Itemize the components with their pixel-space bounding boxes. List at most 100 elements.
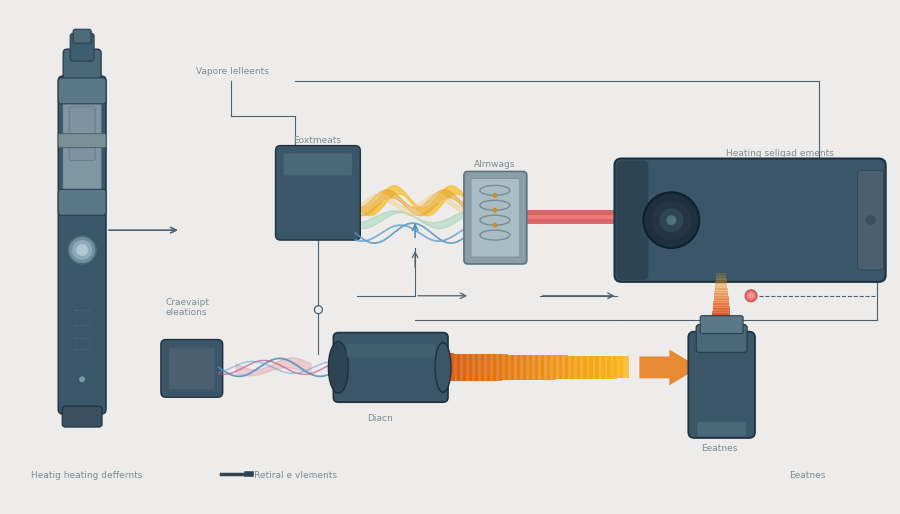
Circle shape	[492, 223, 498, 228]
FancyBboxPatch shape	[69, 107, 95, 160]
Circle shape	[79, 376, 86, 382]
FancyArrow shape	[572, 356, 580, 379]
FancyArrow shape	[715, 286, 727, 290]
FancyArrow shape	[712, 318, 731, 322]
Circle shape	[492, 193, 498, 198]
Circle shape	[745, 290, 757, 302]
FancyArrow shape	[716, 283, 727, 287]
FancyArrow shape	[469, 354, 478, 381]
FancyArrow shape	[445, 354, 455, 381]
FancyArrow shape	[716, 279, 726, 282]
Text: Diacn: Diacn	[367, 414, 393, 423]
FancyArrow shape	[529, 355, 538, 380]
Circle shape	[314, 306, 322, 314]
Text: Eoxtmeats: Eoxtmeats	[293, 136, 341, 144]
FancyArrow shape	[523, 355, 533, 380]
FancyArrow shape	[583, 356, 592, 379]
Ellipse shape	[435, 342, 451, 392]
FancyArrow shape	[714, 298, 729, 302]
FancyBboxPatch shape	[63, 49, 101, 89]
Text: Vapore lelleents: Vapore lelleents	[196, 67, 269, 76]
FancyArrow shape	[565, 356, 574, 379]
Text: — — —: — — —	[75, 323, 90, 326]
Text: Eeatnes: Eeatnes	[701, 444, 737, 453]
Circle shape	[866, 215, 876, 225]
Text: Craevaipt
eleations: Craevaipt eleations	[166, 298, 210, 317]
FancyArrow shape	[451, 354, 460, 381]
Text: Heating seligad ements: Heating seligad ements	[726, 149, 834, 157]
FancyArrow shape	[493, 354, 502, 380]
FancyArrow shape	[713, 308, 730, 312]
FancyBboxPatch shape	[616, 160, 648, 280]
FancyArrow shape	[614, 356, 623, 378]
FancyArrow shape	[524, 215, 724, 219]
Circle shape	[652, 200, 691, 240]
FancyBboxPatch shape	[471, 178, 520, 257]
FancyBboxPatch shape	[58, 76, 106, 414]
Circle shape	[68, 236, 96, 264]
Text: Eeatnes: Eeatnes	[789, 471, 825, 480]
Ellipse shape	[328, 341, 348, 393]
Text: Alrnwags: Alrnwags	[474, 160, 516, 170]
FancyArrow shape	[578, 356, 587, 379]
FancyBboxPatch shape	[688, 332, 755, 438]
FancyArrow shape	[601, 356, 610, 379]
FancyArrow shape	[715, 291, 728, 295]
FancyBboxPatch shape	[58, 189, 106, 215]
FancyBboxPatch shape	[615, 158, 886, 282]
FancyArrow shape	[554, 355, 562, 379]
FancyBboxPatch shape	[73, 29, 91, 43]
FancyArrow shape	[590, 356, 598, 379]
FancyBboxPatch shape	[169, 347, 215, 389]
FancyArrow shape	[712, 310, 730, 315]
FancyBboxPatch shape	[464, 172, 526, 264]
FancyArrow shape	[716, 273, 726, 278]
FancyArrow shape	[714, 301, 729, 305]
Circle shape	[492, 208, 498, 213]
FancyArrow shape	[716, 281, 727, 285]
FancyArrow shape	[487, 354, 496, 380]
FancyArrow shape	[711, 321, 731, 325]
FancyBboxPatch shape	[63, 97, 101, 198]
FancyBboxPatch shape	[346, 343, 435, 357]
FancyArrow shape	[712, 313, 730, 317]
FancyArrow shape	[714, 296, 728, 300]
FancyArrow shape	[619, 357, 628, 378]
FancyArrow shape	[500, 354, 508, 380]
Circle shape	[76, 244, 88, 256]
FancyBboxPatch shape	[58, 78, 106, 104]
FancyBboxPatch shape	[58, 134, 106, 148]
FancyArrow shape	[482, 354, 490, 381]
FancyArrow shape	[457, 354, 466, 381]
FancyBboxPatch shape	[700, 316, 743, 334]
Circle shape	[72, 240, 92, 260]
FancyArrow shape	[714, 293, 728, 297]
FancyArrow shape	[608, 356, 616, 378]
FancyArrow shape	[596, 356, 605, 379]
FancyBboxPatch shape	[697, 325, 747, 353]
Text: Heatig heating deffernts: Heatig heating deffernts	[32, 471, 143, 480]
FancyArrow shape	[713, 306, 730, 310]
FancyArrow shape	[524, 210, 724, 224]
FancyArrow shape	[524, 213, 724, 221]
Text: Retiral e vlements: Retiral e vlements	[254, 471, 337, 480]
FancyBboxPatch shape	[70, 33, 94, 61]
FancyArrow shape	[547, 355, 556, 379]
FancyArrow shape	[715, 288, 728, 292]
Text: — — —: — — —	[75, 308, 90, 311]
FancyBboxPatch shape	[62, 406, 102, 427]
FancyArrow shape	[713, 303, 729, 307]
FancyArrow shape	[518, 355, 526, 380]
Text: — — —: — — —	[75, 347, 90, 352]
FancyBboxPatch shape	[284, 154, 352, 175]
FancyArrow shape	[716, 276, 726, 280]
FancyBboxPatch shape	[161, 340, 222, 397]
Circle shape	[666, 215, 676, 225]
Text: — — —: — — —	[75, 336, 90, 340]
FancyBboxPatch shape	[858, 171, 884, 270]
FancyArrow shape	[559, 355, 569, 379]
FancyArrow shape	[639, 350, 699, 386]
FancyBboxPatch shape	[333, 333, 448, 402]
Circle shape	[660, 208, 683, 232]
FancyArrow shape	[505, 355, 514, 380]
